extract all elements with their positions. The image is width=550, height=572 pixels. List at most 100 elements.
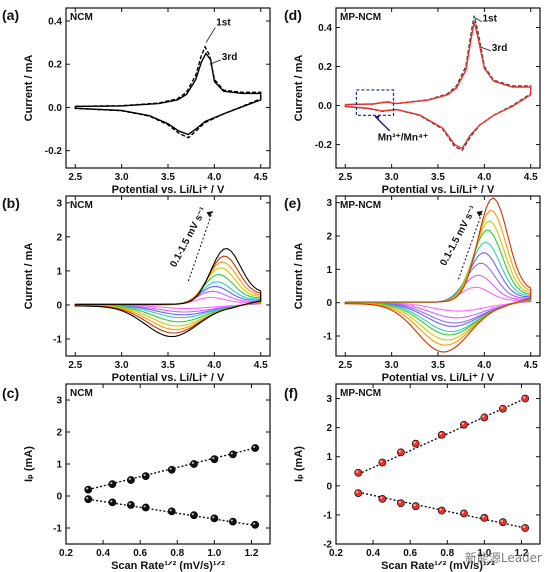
panel-f-point-highlight-anodic-3: [398, 450, 401, 453]
panel-f-point-cathodic-8: [499, 518, 507, 527]
panel-d-ytick-label-3: 0.4: [318, 23, 332, 34]
panel-f-point-anodic-1: [354, 468, 363, 477]
panel-f-xtick-label-4: 1.0: [477, 548, 491, 559]
panel-f-point-cathodic-7: [480, 513, 489, 522]
panel-b-xtick-label-1: 3.0: [115, 360, 129, 371]
panel-b-cv-curve-4: [74, 281, 262, 319]
panel-f-point-anodic-8: [499, 404, 507, 413]
panel-c-point-highlight-cathodic-1: [86, 497, 89, 500]
panel-c-title: NCM: [70, 388, 93, 399]
panel-b-rate-label: 0.1-1.5 mV s⁻¹: [168, 205, 209, 269]
panel-a-ytick-label-2: 0.2: [48, 60, 62, 71]
panel-a-xtick-label-4: 4.5: [254, 172, 268, 183]
panel-f-xtick-label-0: 0.2: [329, 548, 343, 559]
panel-c-point-cathodic-5: [167, 507, 176, 516]
panel-c-ytick-label-4: 3: [56, 396, 62, 407]
panel-e-ytick-label-4: 3: [326, 198, 332, 209]
panel-a-panel-label: (a): [2, 7, 19, 23]
panel-e-cv-curve-2: [344, 274, 532, 319]
panel-c-point-highlight-anodic-3: [128, 477, 131, 480]
panel-b-rate-arrow: [187, 211, 213, 282]
panel-c-ytick-label-2: 1: [56, 460, 62, 471]
panel-d-title: MP-NCM: [340, 12, 381, 23]
panel-e-rate-arrowhead: [476, 210, 483, 217]
panel-b-rate-arrowhead: [206, 211, 213, 218]
panel-b-ytick-label-4: 3: [56, 198, 62, 209]
panel-a-curve-1: [74, 45, 262, 139]
panel-f-ytick-label-3: 1: [326, 452, 332, 463]
panel-f-point-highlight-anodic-8: [500, 406, 503, 409]
panel-d-annotation-3: Mn³⁺/Mn⁴⁺: [378, 133, 429, 144]
panel-c-point-highlight-cathodic-3: [128, 502, 131, 505]
panel-f-title: MP-NCM: [340, 388, 381, 399]
panel-f-point-highlight-cathodic-1: [356, 490, 359, 494]
panel-e-xtick-label-2: 3.5: [431, 360, 445, 371]
panel-e-ytick-label-1: 0: [326, 298, 332, 309]
panel-e-ytick-label-3: 2: [326, 232, 332, 243]
panel-c-point-highlight-anodic-8: [230, 452, 233, 455]
panel-c-point-highlight-anodic-6: [191, 461, 194, 464]
panel-b-ytick-label-1: 0: [56, 300, 62, 311]
panel-f-ytick-label-2: 0: [326, 481, 332, 492]
panel-c-frame: [65, 383, 271, 545]
panel-f-point-highlight-cathodic-6: [461, 511, 464, 514]
panel-e-xtick-label-3: 4.0: [477, 360, 491, 371]
panel-d-curve-2: [344, 21, 532, 150]
panel-f-point-anodic-4: [411, 439, 420, 448]
panel-c-point-highlight-cathodic-9: [252, 522, 256, 525]
panel-c-point-cathodic-8: [229, 517, 237, 526]
panel-c-point-highlight-anodic-7: [212, 457, 215, 460]
panel-f-point-highlight-anodic-2: [380, 460, 383, 463]
panel-f-ytick-label-0: -2: [323, 540, 332, 551]
panel-e-cv-curve-4: [344, 252, 532, 327]
panel-f-point-anodic-6: [460, 420, 468, 429]
panel-c-point-anodic-5: [167, 465, 176, 474]
panel-c-point-cathodic-4: [141, 503, 150, 512]
panel-b-xtick-label-0: 2.5: [68, 360, 82, 371]
panel-a-frame: [65, 7, 271, 169]
panel-d-ylabel: Current / mA: [293, 55, 305, 122]
panel-d-panel-label: (d): [284, 7, 302, 23]
panel-f-point-highlight-cathodic-9: [522, 525, 526, 529]
panel-c-point-anodic-4: [141, 472, 150, 481]
panel-a-xlabel: Potential vs. Li/Li⁺ / V: [112, 184, 225, 196]
panel-c-point-highlight-cathodic-6: [191, 513, 194, 516]
panel-d-pointer-1: [474, 17, 482, 23]
panel-b-ylabel: Current / mA: [23, 243, 35, 310]
panel-a-curve-2: [74, 52, 262, 136]
panel-c-point-highlight-cathodic-8: [230, 519, 233, 522]
panel-f-point-cathodic-9: [521, 524, 530, 532]
panel-f-frame: [335, 383, 541, 545]
panel-e-ytick-label-0: -1: [323, 332, 332, 343]
panel-b-ytick-label-0: -1: [53, 334, 62, 345]
panel-c-point-highlight-cathodic-2: [110, 500, 113, 503]
panel-f-point-cathodic-1: [354, 489, 363, 497]
panel-d-pointer-2: [480, 46, 491, 52]
panel-d-highlight-arrowhead: [374, 115, 380, 121]
panel-f-point-highlight-anodic-1: [356, 470, 359, 473]
panel-e-cv-curve-7: [344, 220, 532, 341]
panel-f-fit-line-1: [357, 397, 526, 475]
panel-c-point-highlight-anodic-1: [86, 487, 89, 490]
panel-f-point-highlight-anodic-5: [439, 432, 442, 435]
panel-d-frame: [335, 7, 541, 169]
panel-c-xlabel: Scan Rate¹ᐟ² (mV/s)¹ᐟ²: [111, 560, 225, 572]
panel-e-xtick-label-4: 4.5: [524, 360, 538, 371]
panel-c-fit-line-1: [88, 447, 256, 491]
panel-c-point-highlight-anodic-2: [110, 481, 113, 485]
panel-c-xtick-label-0: 0.2: [59, 548, 73, 559]
panel-c-point-highlight-cathodic-7: [212, 516, 215, 519]
panel-b-ytick-label-3: 2: [56, 232, 62, 243]
panel-e-cv-curve-9: [344, 197, 532, 353]
panel-f-ytick-label-4: 2: [326, 423, 332, 434]
panel-d-xtick-label-2: 3.5: [431, 172, 445, 183]
panel-b-cv-curve-9: [74, 248, 262, 338]
panel-c-ytick-label-0: -1: [53, 524, 62, 535]
panel-c-point-highlight-anodic-4: [143, 473, 146, 477]
panel-f-point-cathodic-5: [437, 506, 446, 515]
panel-c-point-highlight-anodic-5: [169, 467, 172, 470]
panel-a-ytick-label-0: -0.2: [45, 146, 63, 157]
panel-f-point-anodic-9: [521, 394, 530, 403]
panel-c-point-cathodic-1: [84, 495, 93, 504]
panel-c-xtick-label-2: 0.6: [133, 548, 147, 559]
